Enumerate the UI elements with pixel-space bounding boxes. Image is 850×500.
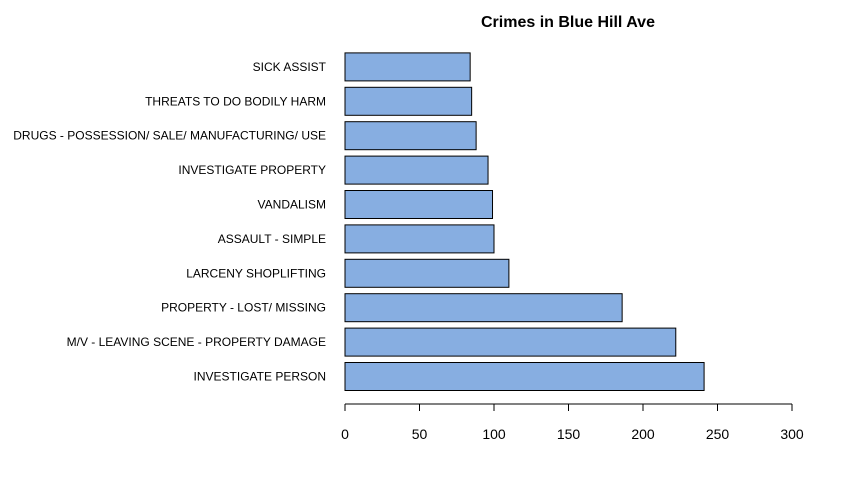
category-label: PROPERTY - LOST/ MISSING <box>161 301 326 315</box>
bar <box>344 224 495 254</box>
bar <box>344 155 489 185</box>
category-label: VANDALISM <box>258 198 326 212</box>
x-tick-label: 300 <box>780 426 804 442</box>
bar <box>344 327 677 357</box>
bar <box>344 52 471 82</box>
x-tick-label: 150 <box>557 426 581 442</box>
x-tick-label: 250 <box>706 426 730 442</box>
x-tick-label: 200 <box>631 426 655 442</box>
chart-title: Crimes in Blue Hill Ave <box>481 14 655 31</box>
bars-group <box>344 52 705 391</box>
bar <box>344 258 510 288</box>
x-tick-label: 0 <box>341 426 349 442</box>
category-label: INVESTIGATE PROPERTY <box>178 163 326 177</box>
bar <box>344 362 705 391</box>
category-label: DRUGS - POSSESSION/ SALE/ MANUFACTURING/… <box>13 129 326 143</box>
x-tick-label: 50 <box>412 426 428 442</box>
x-axis: 0 50 100 150 200 250 300 <box>341 403 804 442</box>
category-label: ASSAULT - SIMPLE <box>218 232 326 246</box>
category-label: SICK ASSIST <box>253 60 327 74</box>
category-labels-group: INVESTIGATE PERSON M/V - LEAVING SCENE - … <box>13 60 326 384</box>
category-label: LARCENY SHOPLIFTING <box>186 266 326 280</box>
category-label: THREATS TO DO BODILY HARM <box>145 94 326 108</box>
category-label: M/V - LEAVING SCENE - PROPERTY DAMAGE <box>67 335 326 349</box>
bar <box>344 86 473 116</box>
bar <box>344 190 494 219</box>
bar <box>344 121 477 151</box>
x-tick-label: 100 <box>482 426 506 442</box>
bar <box>344 293 623 323</box>
category-label: INVESTIGATE PERSON <box>194 370 326 384</box>
